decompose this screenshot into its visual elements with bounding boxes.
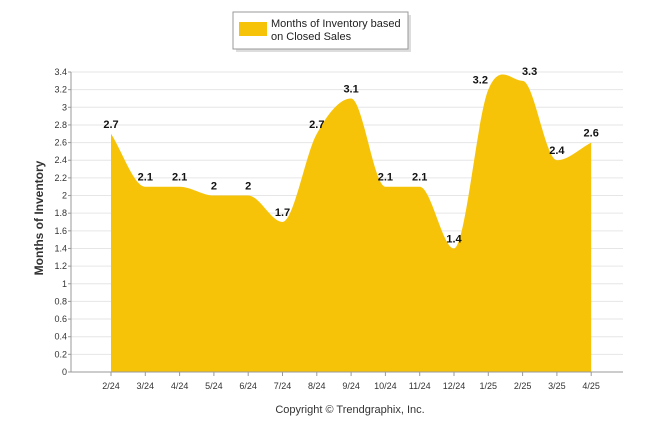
data-label-8/24: 2.7 bbox=[309, 119, 324, 131]
data-label-5/24: 2 bbox=[211, 181, 217, 193]
legend-label-line-1: Months of Inventory based bbox=[271, 18, 401, 30]
x-tick-label: 7/24 bbox=[274, 381, 292, 391]
data-label-4/24: 2.1 bbox=[172, 172, 187, 184]
x-tick-label: 12/24 bbox=[443, 381, 466, 391]
x-tick-label: 3/25 bbox=[548, 381, 566, 391]
x-tick-label: 5/24 bbox=[205, 381, 223, 391]
y-axis-title: Months of Inventory bbox=[32, 160, 46, 275]
data-label-12/24: 1.4 bbox=[446, 233, 462, 245]
y-tick-label: 2.8 bbox=[54, 120, 67, 130]
y-tick-label: 1.2 bbox=[54, 261, 67, 271]
x-tick-label: 9/24 bbox=[342, 381, 360, 391]
legend-label-line-2: on Closed Sales bbox=[271, 31, 352, 43]
y-tick-label: 0.8 bbox=[54, 296, 67, 306]
data-label-10/24: 2.1 bbox=[378, 172, 393, 184]
x-tick-label: 10/24 bbox=[374, 381, 397, 391]
y-tick-label: 1.6 bbox=[54, 226, 67, 236]
x-tick-label: 4/24 bbox=[171, 381, 189, 391]
y-tick-label: 1.4 bbox=[54, 243, 67, 253]
y-tick-label: 0.4 bbox=[54, 332, 67, 342]
x-tick-label: 2/24 bbox=[102, 381, 120, 391]
data-label-2/25: 3.3 bbox=[522, 66, 537, 78]
y-tick-label: 0.6 bbox=[54, 314, 67, 324]
chart-legend: Months of Inventory based on Closed Sale… bbox=[232, 11, 411, 52]
y-tick-label: 2.4 bbox=[54, 155, 67, 165]
y-tick-label: 3.2 bbox=[54, 85, 67, 95]
y-tick-label: 3.4 bbox=[54, 67, 67, 77]
area-fill bbox=[111, 74, 592, 373]
legend-swatch bbox=[239, 22, 267, 36]
y-tick-label: 2.2 bbox=[54, 173, 67, 183]
data-label-4/25: 2.6 bbox=[584, 128, 599, 140]
data-label-11/24: 2.1 bbox=[412, 172, 427, 184]
data-label-3/24: 2.1 bbox=[138, 172, 153, 184]
copyright-credit: Copyright © Trendgraphix, Inc. bbox=[275, 404, 424, 416]
data-label-7/24: 1.7 bbox=[275, 207, 290, 219]
y-tick-label: 1 bbox=[62, 279, 67, 289]
data-label-1/25: 3.2 bbox=[473, 75, 488, 87]
data-label-9/24: 3.1 bbox=[343, 83, 358, 95]
x-tick-label: 8/24 bbox=[308, 381, 326, 391]
x-tick-label: 4/25 bbox=[582, 381, 600, 391]
axes bbox=[70, 72, 623, 373]
x-tick-label: 1/25 bbox=[480, 381, 498, 391]
area-series bbox=[110, 74, 592, 373]
data-label-3/25: 2.4 bbox=[549, 145, 565, 157]
data-labels: 2.7 2.1 2.1 2 2 1.7 2.7 3.1 2.1 2.1 1.4 3.2 3.3 2.4 2.… bbox=[103, 66, 598, 246]
data-label-6/24: 2 bbox=[245, 181, 251, 193]
y-axis-ticks: 0 0.2 0.4 0.6 0.8 1 1.2 1.4 1.6 1.8 2 2.2 2.4 2.6 2.8 3… bbox=[54, 67, 71, 377]
y-tick-label: 0.2 bbox=[54, 349, 67, 359]
y-tick-label: 2.6 bbox=[54, 138, 67, 148]
x-axis-ticks: 2/24 3/24 4/24 5/24 6/24 7/24 8/24 9/24 10/24 11/… bbox=[102, 372, 600, 391]
x-tick-label: 11/24 bbox=[409, 381, 431, 391]
data-label-2/24: 2.7 bbox=[103, 119, 118, 131]
y-tick-label: 3 bbox=[62, 102, 67, 112]
y-tick-label: 1.8 bbox=[54, 208, 67, 218]
y-tick-label: 2 bbox=[62, 191, 67, 201]
y-tick-label: 0 bbox=[62, 367, 67, 377]
x-tick-label: 2/25 bbox=[514, 381, 532, 391]
x-tick-label: 3/24 bbox=[137, 381, 155, 391]
x-tick-label: 6/24 bbox=[239, 381, 257, 391]
